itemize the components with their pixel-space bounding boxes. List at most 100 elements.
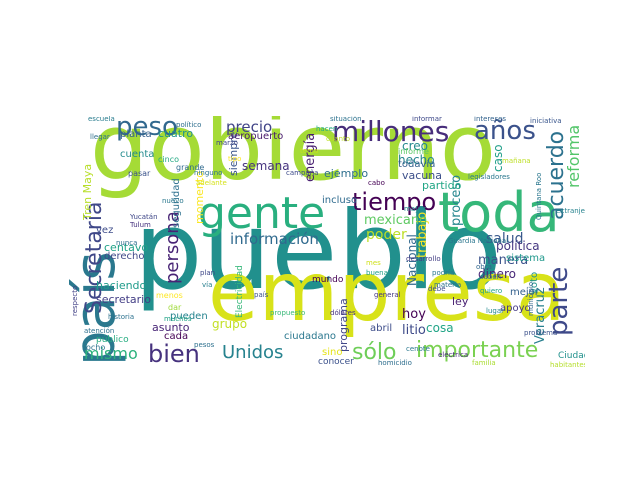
word-manera: manera xyxy=(478,253,529,268)
word-situacion: situación xyxy=(330,116,362,123)
word-menos: menos xyxy=(156,291,183,300)
word-manana: mañana xyxy=(502,157,531,165)
word-guardia-nacional: Guardia Nacional xyxy=(448,237,509,245)
word-desarrollo: desarrollo xyxy=(406,255,441,263)
word-importante: importante xyxy=(416,338,539,363)
word-general: general xyxy=(374,291,401,299)
word-iniciativa: iniciativa xyxy=(530,117,562,125)
word-solo: sólo xyxy=(352,340,397,365)
word-litio: litio xyxy=(402,323,426,338)
word-cada: cada xyxy=(164,331,189,342)
word-electrica: eléctrica xyxy=(438,351,469,359)
word-ley: ley xyxy=(452,295,469,308)
word-intereses: intereses xyxy=(474,116,507,123)
word-via: vía xyxy=(202,281,213,289)
word-sino: sino xyxy=(322,347,343,358)
word-podria: podría xyxy=(432,269,455,277)
word-hacen: hacen xyxy=(316,125,338,133)
word-pueblo: pueblo xyxy=(134,189,503,314)
word-ocho: ocho xyxy=(86,343,106,352)
word-creo: creo xyxy=(402,139,428,153)
word-legisladores: legisladores xyxy=(468,173,510,181)
word-dar: dar xyxy=(168,303,182,312)
word-parte: parte xyxy=(544,266,574,336)
word-haciendo: haciendo xyxy=(96,279,147,292)
word-respecto: respecto xyxy=(71,285,79,316)
word-dolares: dólares xyxy=(330,309,356,317)
word-salud: salud xyxy=(486,231,524,247)
word-todavia: todavía xyxy=(398,159,436,170)
word-nunca: nunca xyxy=(116,239,138,247)
word-grupo: grupo xyxy=(212,317,248,331)
word-conocer: conocer xyxy=(318,357,354,367)
word-adelante: adelante xyxy=(196,179,227,187)
word-informar: informar xyxy=(412,116,442,123)
word-hecho: hecho xyxy=(398,153,435,167)
word-apoyo: apoyo xyxy=(500,303,531,314)
word-habitantes: habitantes xyxy=(550,361,585,369)
word-mejor: mejor xyxy=(510,287,539,298)
word-cosa: cosa xyxy=(426,321,454,335)
word-pesos: pesos xyxy=(194,341,215,349)
word-derecho: derecho xyxy=(104,251,145,262)
word-cenote: cenote xyxy=(406,345,430,353)
word-cuatro: cuatro xyxy=(158,127,194,140)
word-marzo: marzo xyxy=(216,139,238,147)
word-bien: bien xyxy=(148,340,200,368)
word-asunto: asunto xyxy=(152,321,190,334)
word-nuevo: nuevo xyxy=(162,197,184,205)
word-cinco: cinco xyxy=(158,155,179,164)
word-gente: gente xyxy=(198,188,326,239)
word-hoy: hoy xyxy=(402,307,426,322)
word-informe: informe xyxy=(398,147,429,156)
word-grande: grande xyxy=(176,163,205,172)
word-peso: peso xyxy=(116,116,178,142)
word-yucatan: Yucatán xyxy=(130,213,158,221)
word-propuesto: propuesto xyxy=(270,309,306,317)
word-pais-small: país xyxy=(254,291,269,299)
word-quintana-roo: Quintana Roo xyxy=(535,172,543,220)
word-publico: público xyxy=(96,335,129,345)
word-tulum: Tulum xyxy=(130,221,151,229)
word-cabo: cabo xyxy=(368,179,385,187)
word-mayor: mayor xyxy=(404,205,427,213)
word-buena: buena xyxy=(366,269,388,277)
word-politica: política xyxy=(496,239,540,253)
word-pasar: pasar xyxy=(128,169,151,178)
word-tipo: tipo xyxy=(228,155,242,163)
word-aeropuerto: aeropuerto xyxy=(228,131,284,142)
word-gobierno: gobierno xyxy=(90,116,497,201)
word-sistema: sistema xyxy=(506,253,546,264)
word-abril: abril xyxy=(370,323,393,334)
word-millones: millones xyxy=(332,116,450,148)
word-secretario: secretario xyxy=(96,293,151,306)
word-plan: plan xyxy=(200,269,216,277)
word-ninguno: ninguno xyxy=(194,169,223,177)
word-tren-maya: Tren Maya xyxy=(81,163,94,220)
word-escuela: escuela xyxy=(88,116,115,123)
word-saben: saben xyxy=(480,273,502,281)
word-ciudadano: ciudadano xyxy=(284,331,337,342)
word-campana: campaña xyxy=(286,169,319,177)
word-vacuna: vacuna xyxy=(402,169,442,182)
word-anios: años xyxy=(474,116,536,146)
word-poder: poder xyxy=(366,227,407,243)
word-homicidio: homicidio xyxy=(378,359,412,367)
word-precio: precio xyxy=(226,118,273,136)
word-planta: planta xyxy=(120,129,152,140)
word-electricidad: Electricidad xyxy=(235,265,245,318)
word-mes: mes xyxy=(366,259,381,267)
word-quiero: quiero xyxy=(480,287,503,295)
word-vez: vez xyxy=(96,225,114,236)
word-municipio: municipio xyxy=(527,281,535,316)
word-semana: semana xyxy=(242,159,290,173)
word-informacion: información xyxy=(230,230,319,248)
word-cloud: pueblo gobierno empresa toda país gente … xyxy=(68,116,585,374)
word-ciudad: Ciudad xyxy=(558,351,585,361)
word-obra: obra xyxy=(476,263,492,271)
word-extranjero: extranjero xyxy=(556,207,585,215)
word-ejemplo: ejemplo xyxy=(324,167,369,180)
word-incluso: incluso xyxy=(322,195,358,206)
word-programa: programa xyxy=(337,298,350,352)
word-problema: problema xyxy=(524,329,558,337)
